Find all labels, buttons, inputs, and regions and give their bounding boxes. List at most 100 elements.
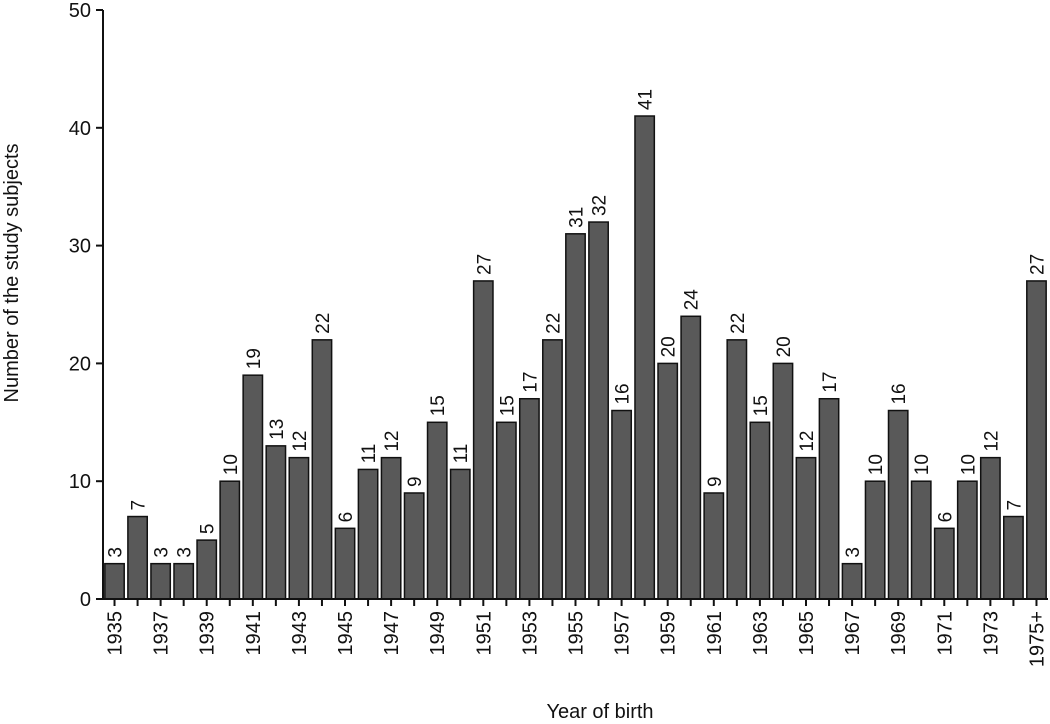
x-tick-label-1957: 1957 (612, 611, 634, 656)
bar-1948 (403, 492, 425, 600)
bars-group (104, 115, 1047, 600)
x-tick-label-1951: 1951 (473, 611, 495, 656)
x-tick-label-1935: 1935 (105, 611, 127, 656)
y-tick-label-0: 0 (80, 589, 91, 611)
data-label-1948: 9 (405, 476, 426, 487)
bar-1955 (565, 233, 586, 600)
bar-1961 (703, 492, 725, 600)
data-label-1937: 3 (152, 547, 173, 558)
data-label-1961: 9 (705, 476, 726, 487)
data-label-1959: 20 (659, 336, 680, 357)
x-tick-label-1971: 1971 (934, 611, 956, 656)
bar-1942 (265, 445, 287, 600)
data-label-1965: 12 (797, 430, 818, 451)
bar-1945 (334, 527, 356, 600)
data-label-1972: 10 (958, 454, 979, 475)
bar-1935 (104, 562, 125, 600)
bar-1965 (795, 456, 817, 600)
bar-1952 (495, 421, 517, 600)
bar-1951 (472, 280, 494, 600)
bar-1956 (588, 221, 609, 600)
bar-1943 (288, 456, 310, 600)
bar-1960 (680, 315, 702, 600)
data-label-1949: 15 (428, 395, 449, 416)
x-tick-label-1953: 1953 (519, 611, 541, 656)
bar-1958 (634, 115, 656, 600)
data-label-1940: 10 (221, 454, 242, 475)
bar-1966 (818, 397, 840, 600)
data-label-1956: 32 (590, 195, 611, 216)
data-label-1935: 3 (106, 547, 127, 558)
bar-1939 (196, 539, 218, 600)
bar-1940 (219, 480, 241, 600)
x-tick-label-1955: 1955 (566, 611, 588, 656)
y-tick-label-20: 20 (69, 353, 91, 375)
bar-1947 (380, 456, 402, 600)
bar-1969 (887, 409, 909, 600)
data-label-1967: 3 (843, 547, 864, 558)
bar-1941 (242, 374, 264, 600)
data-label-1968: 10 (866, 454, 887, 475)
data-label-1971: 6 (935, 512, 956, 523)
data-label-1946: 11 (359, 444, 380, 464)
data-label-1945: 6 (336, 512, 357, 523)
x-tick-label-1949: 1949 (427, 611, 449, 656)
bar-1975+ (1026, 280, 1047, 600)
x-tick-label-1959: 1959 (658, 611, 680, 656)
bar-1964 (772, 362, 794, 600)
data-label-1964: 20 (774, 336, 795, 357)
x-tick-label-1943: 1943 (289, 611, 311, 656)
data-label-1947: 12 (382, 430, 403, 451)
data-label-1958: 41 (636, 89, 657, 110)
bar-1953 (518, 397, 540, 600)
bar-1936 (127, 515, 148, 600)
bar-1974 (1003, 515, 1024, 600)
data-label-1938: 3 (175, 547, 196, 558)
data-label-1942: 13 (267, 419, 288, 440)
data-label-1963: 15 (751, 395, 772, 416)
data-label-1952: 15 (497, 395, 518, 416)
x-axis: 1935 1937 1939 1941 1943 1945 1947 1949 1951 1953… (103, 598, 1048, 667)
data-label-1941: 19 (244, 348, 265, 369)
data-label-1936: 7 (129, 500, 150, 511)
x-tick-label-1941: 1941 (243, 611, 265, 656)
bar-1944 (311, 339, 333, 600)
bar-1970 (910, 480, 932, 600)
bar-1946 (357, 468, 379, 600)
y-tick-label-50: 50 (69, 0, 91, 22)
y-tick-label-30: 30 (69, 236, 91, 258)
bar-1938 (173, 562, 195, 600)
data-label-1962: 22 (728, 313, 749, 334)
x-tick-label-1945: 1945 (335, 611, 357, 656)
data-label-1970: 10 (912, 454, 933, 475)
x-tick-label-1965: 1965 (796, 611, 818, 656)
bar-1959 (657, 362, 679, 600)
data-label-1955: 31 (567, 207, 588, 228)
y-tick-label-10: 10 (69, 471, 91, 493)
bar-1967 (841, 562, 863, 600)
data-label-1943: 12 (290, 430, 311, 451)
x-tick-label-1969: 1969 (888, 611, 910, 656)
data-label-1950: 11 (451, 444, 472, 464)
x-tick-label-1973: 1973 (980, 611, 1002, 656)
data-label-1944: 22 (313, 313, 334, 334)
data-label-1966: 17 (820, 372, 841, 393)
data-labels-group: 373 3510191312226111291511271517223132164… (106, 89, 1049, 558)
y-tick-label-40: 40 (69, 118, 91, 140)
data-label-1939: 5 (198, 524, 219, 535)
y-axis-title: Number of the study subjects (1, 143, 23, 402)
bar-1972 (956, 480, 978, 600)
data-label-1960: 24 (682, 289, 703, 311)
x-tick-label-1963: 1963 (750, 611, 772, 656)
x-tick-label-1937: 1937 (151, 611, 173, 656)
data-label-1969: 16 (889, 383, 910, 404)
data-label-1973: 12 (981, 430, 1002, 451)
y-axis: 0 10 20 30 40 50 (69, 0, 104, 611)
x-tick-label-1947: 1947 (381, 611, 403, 656)
data-label-1951: 27 (474, 254, 495, 275)
data-label-1957: 16 (613, 383, 634, 404)
bar-1954 (542, 339, 563, 600)
x-tick-label-1961: 1961 (704, 611, 726, 656)
bar-1949 (426, 421, 448, 600)
